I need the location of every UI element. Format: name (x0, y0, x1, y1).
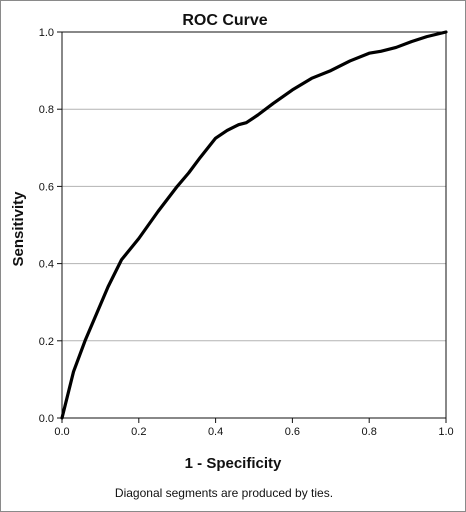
y-tick-label: 0.6 (39, 181, 54, 193)
x-tick-label: 0.4 (208, 426, 223, 438)
x-axis-label: 1 - Specificity (185, 455, 282, 472)
x-tick-label: 0.8 (362, 426, 377, 438)
x-tick-label: 0.0 (54, 426, 69, 438)
plot-area (61, 31, 447, 419)
footnote: Diagonal segments are produced by ties. (115, 486, 333, 500)
grid-lines (62, 108, 446, 342)
x-axis-ticks: 0.0 0.2 0.4 0.6 0.8 1.0 (54, 418, 454, 438)
y-tick-label: 0.4 (39, 259, 54, 271)
x-tick-label: 0.2 (131, 426, 146, 438)
y-axis-ticks: 0.0 0.2 0.4 0.6 0.8 1.0 (39, 27, 62, 425)
y-axis-label: Sensitivity (10, 191, 27, 267)
chart-title: ROC Curve (182, 12, 267, 29)
x-tick-label: 1.0 (438, 426, 453, 438)
y-tick-label: 0.2 (39, 336, 54, 348)
x-tick-label: 0.6 (285, 426, 300, 438)
y-tick-label: 0.0 (39, 413, 54, 425)
series-line-roc (60, 30, 448, 420)
series-points (61, 31, 447, 419)
y-tick-label: 1.0 (39, 27, 54, 39)
y-tick-label: 0.8 (39, 104, 54, 116)
